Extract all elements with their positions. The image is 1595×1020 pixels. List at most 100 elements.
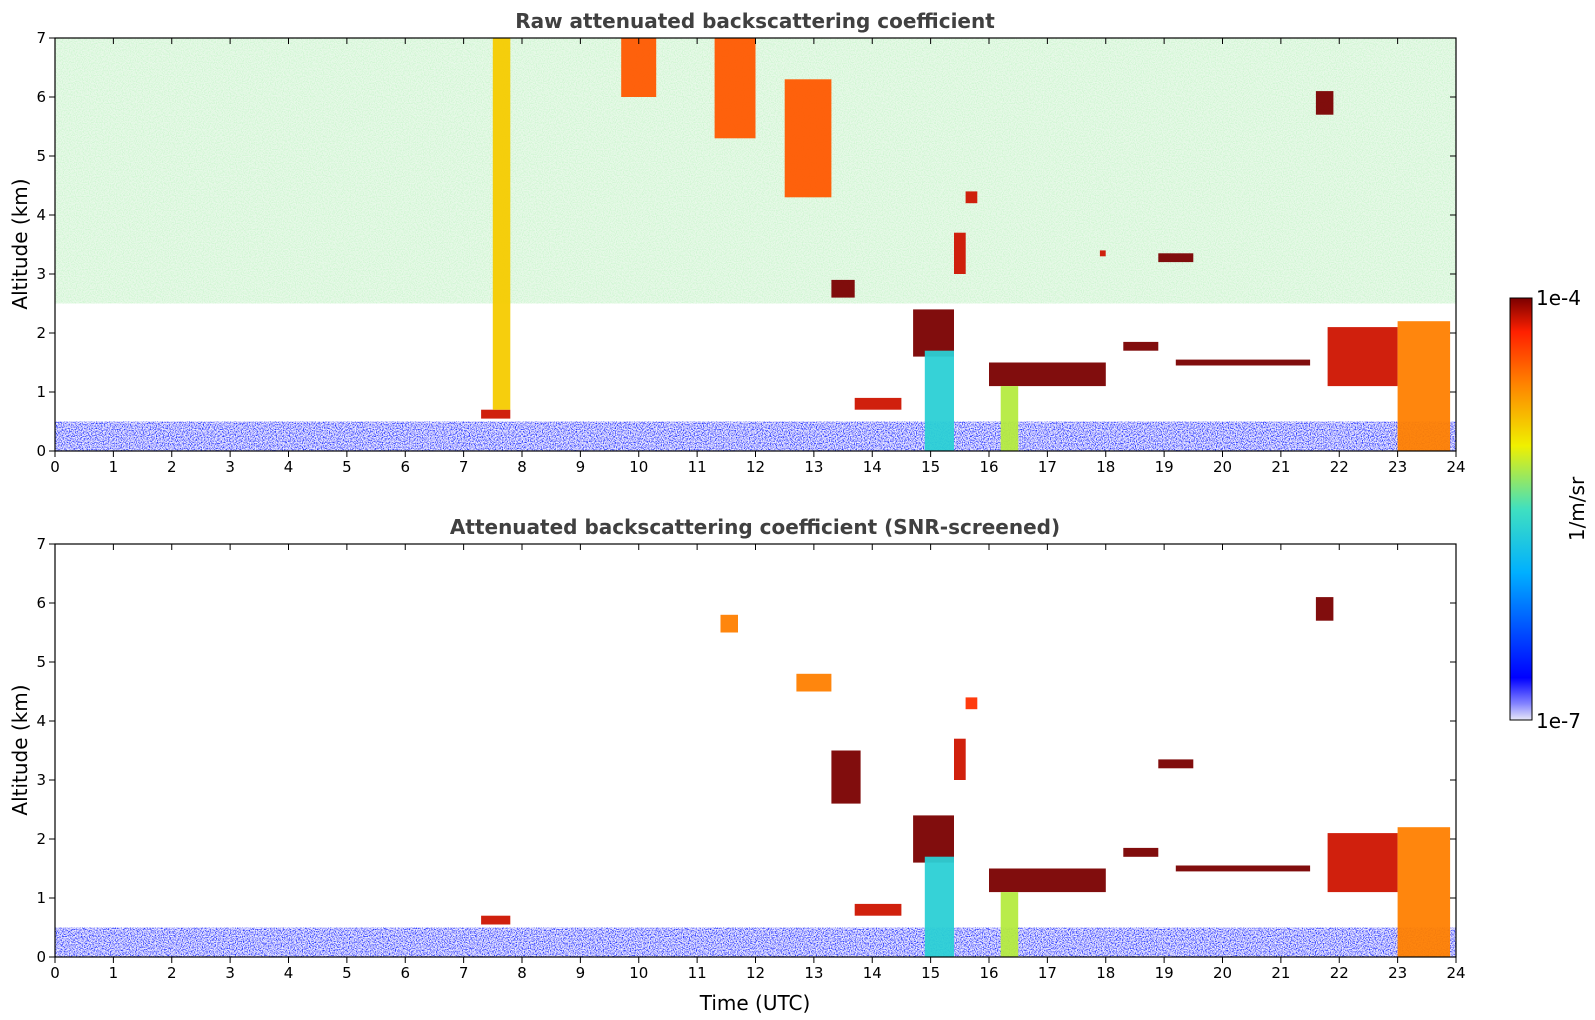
x-tick-label: 9 [576, 458, 586, 476]
x-tick-label: 17 [1038, 458, 1057, 476]
panel1-cloud-12 [965, 191, 978, 204]
panel1-boundary-layer-0 [55, 421, 1456, 451]
panel2-xlabel: Time (UTC) [699, 991, 811, 1015]
x-tick-label: 16 [979, 964, 998, 982]
panel2-cloud-12 [1123, 847, 1159, 857]
colorbar-unit-label: 1/m/sr [1565, 476, 1589, 541]
x-tick-label: 24 [1446, 458, 1465, 476]
x-tick-label: 0 [50, 458, 60, 476]
panel1-cloud-17 [1158, 253, 1194, 263]
panel2-cloud-1 [481, 915, 511, 925]
panel1-precipitation-14 [1000, 386, 1019, 451]
y-tick-label: 0 [36, 948, 46, 966]
y-tick-label: 6 [36, 88, 46, 106]
x-tick-label: 14 [863, 458, 882, 476]
x-tick-label: 9 [576, 964, 586, 982]
panel1-ticks: 0 1 2 3 4 5 6 7 8 9 10 11 12 13 14 15 16 17 18 19 20 21 22 23 24… [36, 29, 1465, 476]
x-tick-label: 7 [459, 964, 469, 982]
x-tick-label: 2 [167, 964, 177, 982]
panel2-boundary-layer-0 [55, 927, 1456, 957]
colorbar-max-label: 1e-4 [1536, 286, 1581, 310]
x-tick-label: 19 [1155, 458, 1174, 476]
x-tick-label: 4 [284, 458, 294, 476]
x-tick-label: 15 [921, 964, 940, 982]
x-tick-label: 1 [109, 458, 119, 476]
y-tick-label: 5 [36, 147, 46, 165]
panel2-cloud-6 [913, 815, 954, 863]
panel1-cloud-16 [1123, 341, 1159, 351]
y-tick-label: 1 [36, 383, 46, 401]
panel1-cloud-9 [913, 309, 954, 357]
panel1-heatmap [55, 38, 1456, 451]
panel2-cloud-16 [1327, 833, 1398, 893]
colorbar: 1e-4 1e-7 1/m/sr [1509, 286, 1589, 733]
x-tick-label: 5 [342, 964, 352, 982]
y-tick-label: 2 [36, 830, 46, 848]
panel2-precipitation-17 [1397, 827, 1451, 957]
x-tick-label: 11 [688, 964, 707, 982]
x-tick-label: 4 [284, 964, 294, 982]
x-tick-label: 3 [225, 964, 235, 982]
x-tick-label: 12 [746, 458, 765, 476]
panel2-cloud-13 [1158, 759, 1194, 769]
x-tick-label: 5 [342, 458, 352, 476]
panel1-cloud-15 [1099, 250, 1106, 257]
x-tick-label: 20 [1213, 458, 1232, 476]
panel1-precipitation-10 [924, 350, 954, 451]
panel1-virga-3 [492, 38, 511, 410]
panel1-cirrus-5 [714, 38, 756, 139]
x-tick-label: 15 [921, 458, 940, 476]
x-tick-label: 19 [1155, 964, 1174, 982]
panel1-cloud-8 [854, 397, 902, 410]
x-tick-label: 18 [1096, 458, 1115, 476]
panel1-ylabel: Altitude (km) [8, 178, 32, 309]
panel2-cloud-14 [1175, 865, 1311, 872]
x-tick-label: 11 [688, 458, 707, 476]
panel2-cloud-9 [965, 697, 978, 710]
panel1-cloud-7 [831, 279, 855, 298]
panel2-ylabel: Altitude (km) [8, 684, 32, 815]
x-tick-label: 12 [746, 964, 765, 982]
panel2-precipitation-11 [1000, 892, 1019, 957]
panel1-cirrus-6 [784, 79, 832, 198]
colorbar-min-label: 1e-7 [1536, 709, 1581, 733]
x-tick-label: 10 [629, 458, 648, 476]
x-tick-label: 6 [400, 964, 410, 982]
panel1-cloud-2 [481, 409, 511, 419]
panel2-cloud-10 [989, 868, 1106, 893]
panel2-cloud-15 [1315, 597, 1334, 621]
x-tick-label: 22 [1330, 458, 1349, 476]
panel1-cloud-19 [1315, 91, 1334, 115]
panel1-cloud-20 [1327, 327, 1398, 387]
x-tick-label: 8 [517, 964, 527, 982]
x-tick-label: 8 [517, 458, 527, 476]
y-tick-label: 6 [36, 594, 46, 612]
panel1-cloud-18 [1175, 359, 1311, 366]
y-tick-label: 0 [36, 442, 46, 460]
panel1-cloud-13 [989, 362, 1106, 387]
panel2-ticks: 0 1 2 3 4 5 6 7 8 9 10 11 12 13 14 15 16 17 18 19 20 21 22 23 24… [36, 535, 1465, 982]
y-tick-label: 1 [36, 889, 46, 907]
x-tick-label: 23 [1388, 458, 1407, 476]
x-tick-label: 16 [979, 458, 998, 476]
x-tick-label: 21 [1271, 458, 1290, 476]
y-tick-label: 3 [36, 265, 46, 283]
x-tick-label: 1 [109, 964, 119, 982]
x-tick-label: 24 [1446, 964, 1465, 982]
colorbar-gradient [1509, 297, 1533, 721]
x-tick-label: 18 [1096, 964, 1115, 982]
panel1-precipitation-21 [1397, 321, 1451, 451]
y-tick-label: 4 [36, 206, 46, 224]
x-tick-label: 17 [1038, 964, 1057, 982]
y-tick-label: 2 [36, 324, 46, 342]
x-tick-label: 13 [804, 458, 823, 476]
snr-screened-panel: Attenuated backscattering coefficient (S… [8, 515, 1466, 1015]
x-tick-label: 2 [167, 458, 177, 476]
x-tick-label: 23 [1388, 964, 1407, 982]
panel2-cloud-5 [854, 903, 902, 916]
y-tick-label: 7 [36, 29, 46, 47]
panel2-precipitation-7 [924, 856, 954, 957]
panel1-title: Raw attenuated backscattering coefficien… [515, 9, 995, 33]
x-tick-label: 14 [863, 964, 882, 982]
